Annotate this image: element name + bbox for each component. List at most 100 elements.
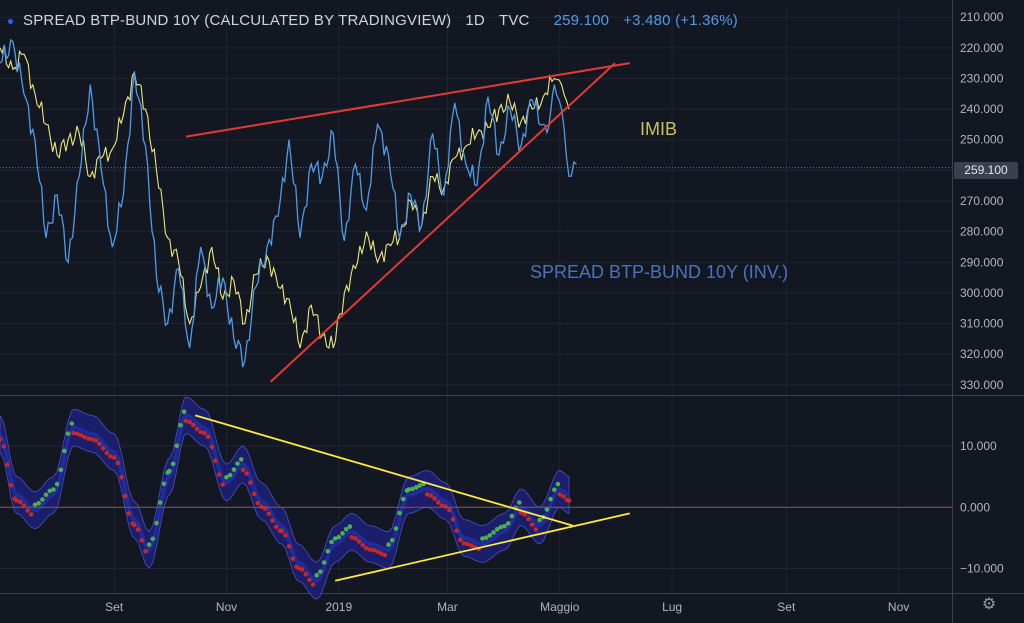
osc-dot-up: [321, 560, 327, 565]
osc-dot-down: [14, 498, 19, 503]
y-tick-label: 280.000: [960, 225, 1004, 239]
osc-dot-up: [181, 409, 187, 415]
osc-dot-down: [436, 500, 441, 505]
trendline-upper-resistance: [185, 62, 630, 138]
osc-dot-down: [71, 430, 76, 436]
osc-dot-down: [89, 437, 95, 442]
osc-dot-down: [526, 516, 531, 522]
chart-header: SPREAD BTP-BUND 10Y (CALCULATED BY TRADI…: [8, 12, 738, 29]
osc-dot-down: [283, 533, 288, 538]
osc-dot-down: [135, 527, 141, 532]
y-tick-label: 210.000: [960, 10, 1004, 24]
last-price: 259.100: [553, 12, 610, 29]
osc-dot-down: [270, 518, 275, 523]
osc-dot-up: [65, 431, 71, 437]
osc-dot-down: [364, 546, 369, 551]
y-tick-label: 320.000: [960, 347, 1004, 361]
osc-dot-up: [491, 530, 496, 535]
osc-trendline-lower-trendline: [334, 512, 630, 582]
osc-dot-down: [139, 538, 145, 543]
osc-dot-down: [286, 544, 292, 549]
osc-dot-down: [216, 472, 222, 477]
osc-dot-down: [447, 507, 452, 513]
osc-dot-up: [517, 500, 522, 505]
annotation-imib[interactable]: IMIB: [640, 119, 678, 139]
osc-y-tick-label: 10.000: [960, 439, 997, 453]
osc-dot-down: [0, 437, 3, 442]
trendline-lower-support: [270, 62, 616, 383]
osc-dot-up: [51, 487, 56, 492]
osc-dot-up: [238, 457, 244, 462]
osc-dot-down: [122, 493, 128, 499]
osc-dot-down: [18, 499, 23, 505]
osc-dot-up: [336, 534, 342, 540]
osc-dot-up: [347, 524, 353, 529]
osc-dot-down: [533, 527, 539, 532]
osc-dot-down: [259, 504, 264, 509]
osc-dot-up: [544, 507, 550, 512]
osc-dot-up: [224, 474, 229, 480]
current-price-tag: 259.100: [954, 162, 1018, 179]
osc-dot-up: [174, 443, 180, 449]
osc-dot-up: [332, 536, 338, 541]
osc-dot-down: [296, 565, 301, 571]
y-tick-label: 270.000: [960, 194, 1004, 208]
osc-dot-down: [349, 535, 355, 540]
osc-dot-up: [58, 467, 64, 473]
status-dot-icon: [8, 18, 13, 24]
osc-dot-down: [191, 422, 196, 428]
osc-dot-up: [170, 461, 176, 467]
osc-dot-up: [161, 481, 167, 487]
osc-dot-down: [202, 430, 207, 436]
interval-label[interactable]: 1D: [465, 12, 485, 29]
symbol-title[interactable]: SPREAD BTP-BUND 10Y (CALCULATED BY TRADI…: [23, 12, 452, 29]
osc-dot-up: [231, 467, 237, 472]
osc-dot-down: [279, 528, 285, 534]
osc-dot-up: [340, 531, 345, 536]
y-tick-label: 250.000: [960, 133, 1004, 147]
osc-dot-up: [54, 481, 60, 487]
osc-dot-down: [104, 450, 110, 456]
osc-dot-down: [375, 549, 380, 554]
y-tick-label: 230.000: [960, 71, 1004, 85]
osc-dot-down: [29, 512, 34, 517]
osc-dot-down: [220, 482, 226, 487]
osc-dot-up: [62, 448, 67, 454]
osc-dot-down: [1, 444, 6, 449]
osc-dot-down: [443, 504, 448, 509]
x-tick-label: Set: [105, 600, 124, 614]
annotation-spread[interactable]: SPREAD BTP-BUND 10Y (INV.): [530, 262, 789, 282]
osc-dot-down: [75, 431, 80, 437]
osc-dot-down: [119, 475, 124, 480]
osc-dot-up: [178, 422, 183, 428]
osc-dot-down: [465, 541, 471, 547]
osc-dot-down: [194, 426, 200, 432]
osc-dot-down: [108, 454, 113, 459]
osc-dot-down: [209, 444, 215, 450]
gear-icon[interactable]: ⚙: [981, 596, 997, 613]
osc-dot-up: [386, 542, 391, 547]
osc-dot-down: [382, 552, 388, 558]
osc-dot-up: [480, 536, 485, 541]
osc-dot-down: [93, 438, 99, 443]
osc-dot-up: [40, 497, 45, 502]
osc-dot-up: [167, 468, 172, 474]
osc-band: [0, 396, 570, 600]
y-tick-label: 290.000: [960, 255, 1004, 269]
osc-dot-down: [97, 441, 102, 447]
y-tick-label: 330.000: [960, 378, 1004, 392]
x-tick-label: Lug: [662, 600, 682, 614]
osc-dot-down: [213, 458, 218, 464]
osc-dot-up: [548, 496, 553, 502]
source-label: TVC: [498, 12, 530, 29]
osc-dot-up: [329, 539, 334, 545]
osc-dot-down: [115, 460, 121, 466]
osc-dot-up: [325, 548, 331, 554]
osc-dot-down: [371, 547, 377, 553]
x-tick-label: 2019: [325, 600, 352, 614]
osc-dot-down: [126, 511, 132, 516]
osc-dot-up: [154, 520, 159, 526]
osc-dot-down: [439, 503, 445, 508]
